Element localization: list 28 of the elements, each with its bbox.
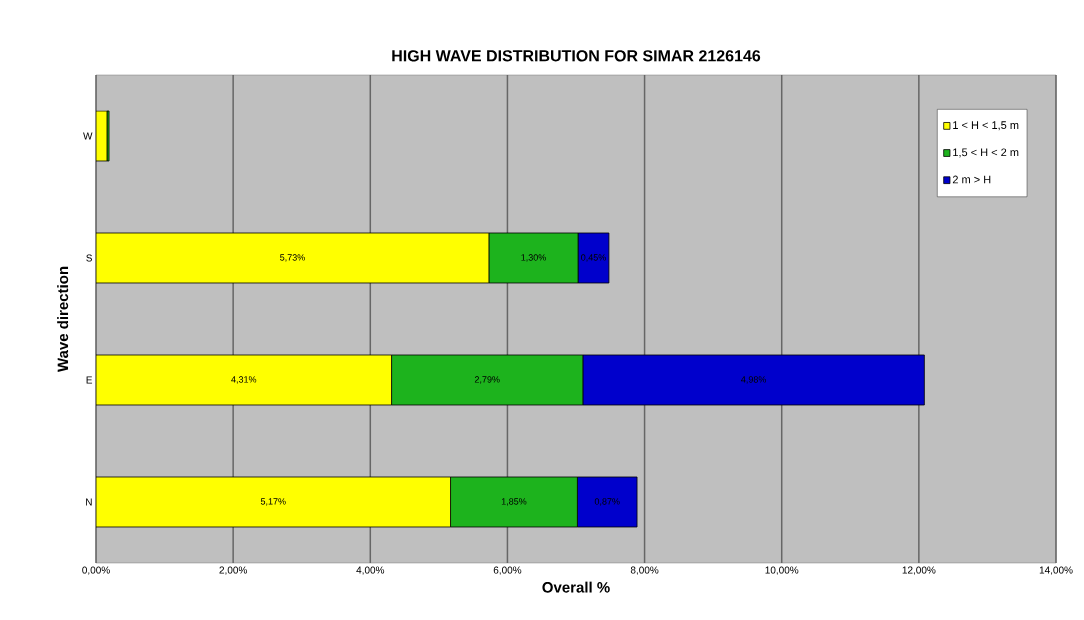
x-tick-label: 6,00% — [493, 566, 522, 575]
x-tick-label: 12,00% — [902, 566, 936, 575]
y-tick-label: N — [86, 498, 92, 506]
data-label: 5,17% — [260, 498, 286, 506]
y-tick-label: W — [83, 132, 93, 140]
x-tick-label: 4,00% — [356, 566, 385, 575]
y-tick-label: S — [86, 254, 93, 262]
data-label: 0,45% — [581, 254, 606, 262]
data-label: 5,73% — [280, 254, 305, 262]
data-label: 0,87% — [594, 498, 620, 506]
x-axis-title: Overall % — [542, 581, 610, 593]
x-tick-label: 8,00% — [630, 566, 659, 575]
y-axis-title: Wave direction — [57, 266, 69, 373]
data-label: 1,30% — [521, 254, 546, 262]
bar — [96, 110, 108, 162]
chart-title: HIGH WAVE DISTRIBUTION FOR SIMAR 2126146 — [392, 50, 761, 62]
x-tick-label: 0,00% — [82, 566, 110, 575]
legend-label: 2 m > H — [952, 175, 991, 184]
y-tick-label: E — [86, 376, 93, 384]
data-label: 4,98% — [741, 376, 767, 384]
data-label: 4,31% — [231, 376, 257, 384]
data-label: 1,85% — [501, 498, 527, 506]
legend-label: 1,5 < H < 2 m — [953, 148, 1019, 158]
x-tick-label: 2,00% — [219, 566, 247, 575]
x-tick-label: 10,00% — [765, 566, 799, 575]
x-tick-label: 14,00% — [1039, 566, 1073, 575]
legend-label: 1 < H < 1,5 m — [953, 121, 1019, 131]
data-label: 2,79% — [474, 376, 500, 384]
